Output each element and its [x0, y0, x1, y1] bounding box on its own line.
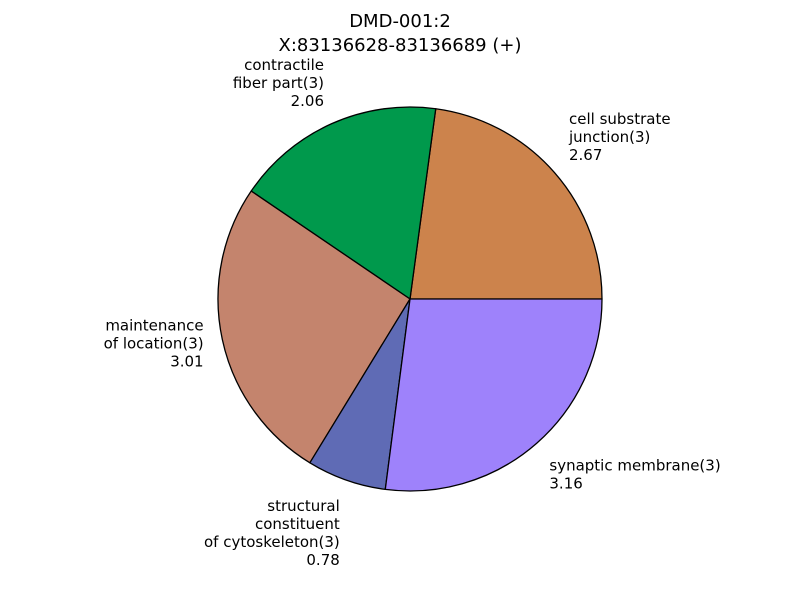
slice-category-label: synaptic membrane(3): [549, 457, 720, 475]
slice-category-label: fiber part(3): [233, 74, 324, 92]
slice-label-1: contractile fiber part(3) 2.06: [233, 56, 324, 110]
slice-value-label: 0.78: [306, 551, 339, 569]
pie-slice-0: [409, 108, 603, 300]
slice-category-label: maintenance: [105, 317, 203, 335]
pie-slice-1: [250, 106, 437, 300]
pie-slice-2: [217, 190, 411, 464]
slice-category-label: constituent: [255, 515, 340, 533]
slice-category-label: of cytoskeleton(3): [204, 533, 340, 551]
slice-category-label: contractile: [244, 56, 324, 74]
slice-value-label: 3.01: [170, 353, 203, 371]
slice-category-label: cell substrate: [569, 110, 671, 128]
chart-title: DMD-001:2: [349, 11, 451, 32]
slice-category-label: structural: [267, 497, 340, 515]
pie-slice-4: [384, 298, 603, 492]
slice-category-label: of location(3): [104, 335, 204, 353]
slice-category-label: junction(3): [568, 128, 650, 146]
slice-value-label: 2.06: [291, 92, 324, 110]
slice-value-label: 3.16: [549, 475, 582, 493]
slice-label-2: maintenance of location(3) 3.01: [104, 317, 204, 371]
slice-label-4: synaptic membrane(3) 3.16: [549, 457, 720, 493]
slice-value-label: 2.67: [569, 146, 602, 164]
slice-label-0: cell substrate junction(3) 2.67: [568, 110, 671, 164]
slice-label-3: structural constituent of cytoskeleton(3) 0…: [204, 497, 340, 569]
chart-subtitle: X:83136628-83136689 (+): [278, 35, 522, 56]
